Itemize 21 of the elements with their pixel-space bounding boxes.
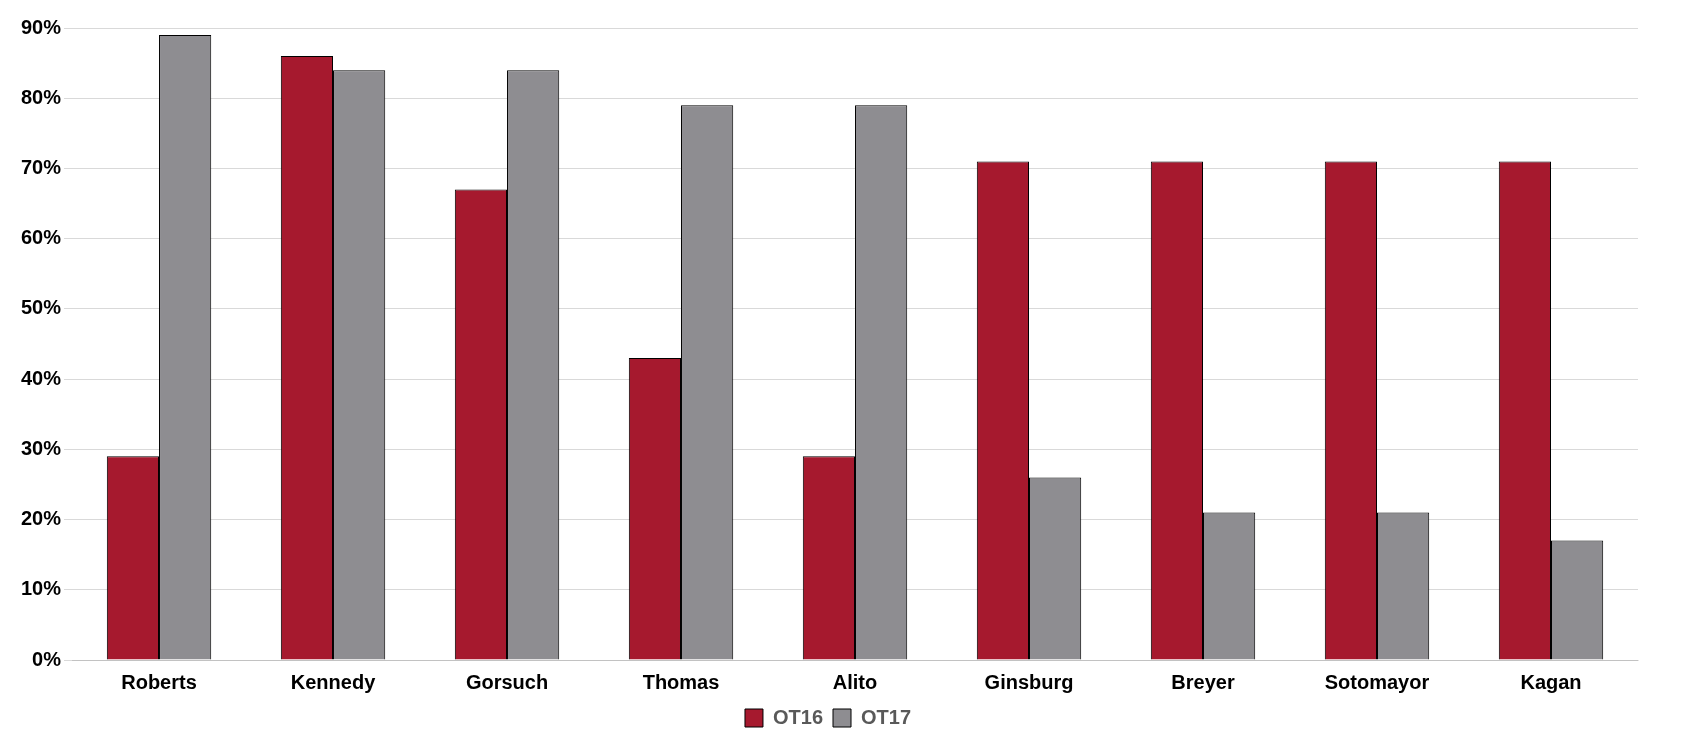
y-tick-label: 10% [21, 577, 62, 600]
x-tick-label: Alito [832, 670, 878, 693]
x-tick-label: Ginsburg [984, 670, 1074, 693]
x-tick-label: Thomas [642, 670, 720, 693]
y-tick-label: 80% [21, 85, 62, 108]
legend-label: OT17 [861, 705, 912, 728]
y-tick-label: 60% [21, 226, 62, 249]
x-tick-label: Gorsuch [465, 670, 549, 693]
y-tick-label: 20% [21, 507, 62, 530]
y-tick-label: 30% [21, 436, 62, 459]
y-tick-label: 40% [21, 366, 62, 389]
x-tick-label: Kennedy [290, 670, 377, 693]
x-tick-label: Sotomayor [1324, 670, 1430, 693]
y-tick-label: 90% [21, 15, 62, 38]
x-tick-label: Roberts [121, 670, 197, 693]
y-tick-label: 70% [21, 155, 62, 178]
legend-label: OT16 [772, 705, 824, 728]
y-tick-label: 0% [32, 647, 62, 670]
y-tick-label: 50% [21, 296, 62, 319]
x-tick-label: Kagan [1520, 670, 1582, 693]
x-tick-label: Breyer [1171, 670, 1235, 693]
